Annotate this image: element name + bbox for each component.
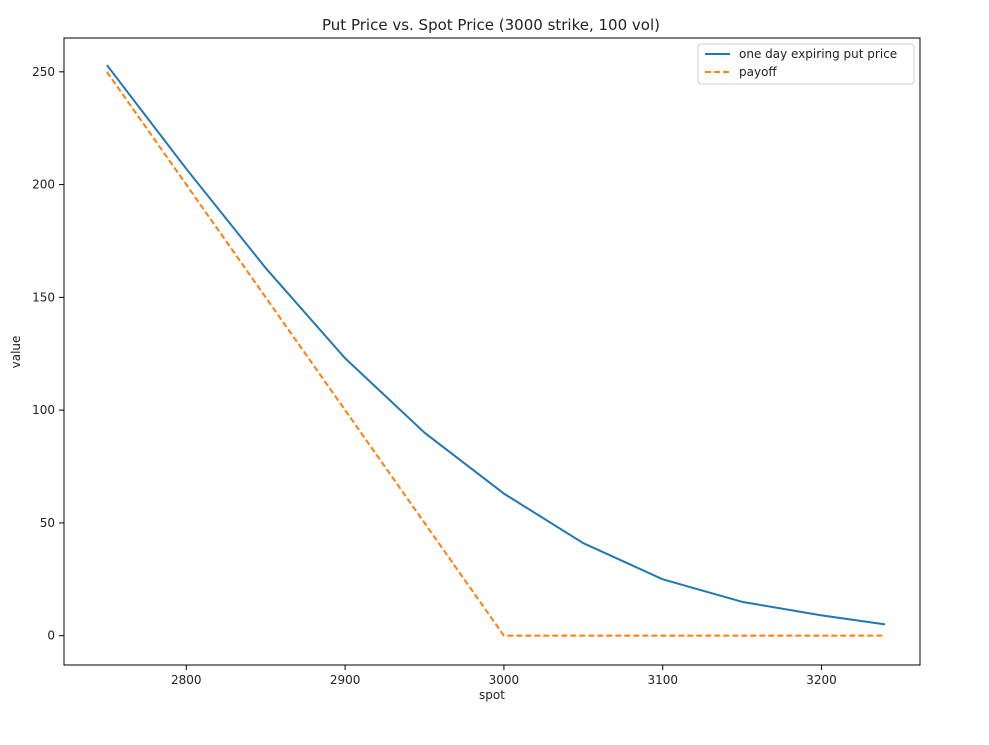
y-tick-label: 200	[32, 178, 55, 192]
legend-label-put-price: one day expiring put price	[739, 47, 897, 61]
x-axis: 2800 2900 3000 3100 3200	[171, 665, 837, 687]
series-line-1	[106, 71, 886, 637]
x-tick-label: 2900	[330, 673, 361, 687]
x-tick-label: 3000	[489, 673, 520, 687]
y-tick-label: 250	[32, 65, 55, 79]
series-line-0	[106, 64, 886, 626]
y-tick-label: 100	[32, 403, 55, 417]
x-tick-label: 2800	[171, 673, 202, 687]
y-tick-label: 50	[40, 516, 55, 530]
plot-frame	[63, 37, 921, 666]
x-tick-label: 3100	[647, 673, 678, 687]
x-axis-label: spot	[479, 688, 505, 702]
chart-marks	[106, 64, 886, 637]
y-tick-label: 0	[47, 629, 55, 643]
legend: one day expiring put price payoff	[697, 43, 915, 85]
legend-label-payoff: payoff	[739, 65, 777, 79]
y-tick-label: 150	[32, 290, 55, 304]
chart-title: Put Price vs. Spot Price (3000 strike, 1…	[322, 16, 660, 34]
y-axis: 0 50 100 150 200 250	[32, 65, 64, 643]
x-tick-label: 3200	[806, 673, 837, 687]
y-axis-label: value	[9, 336, 23, 369]
legend-box	[697, 43, 915, 85]
